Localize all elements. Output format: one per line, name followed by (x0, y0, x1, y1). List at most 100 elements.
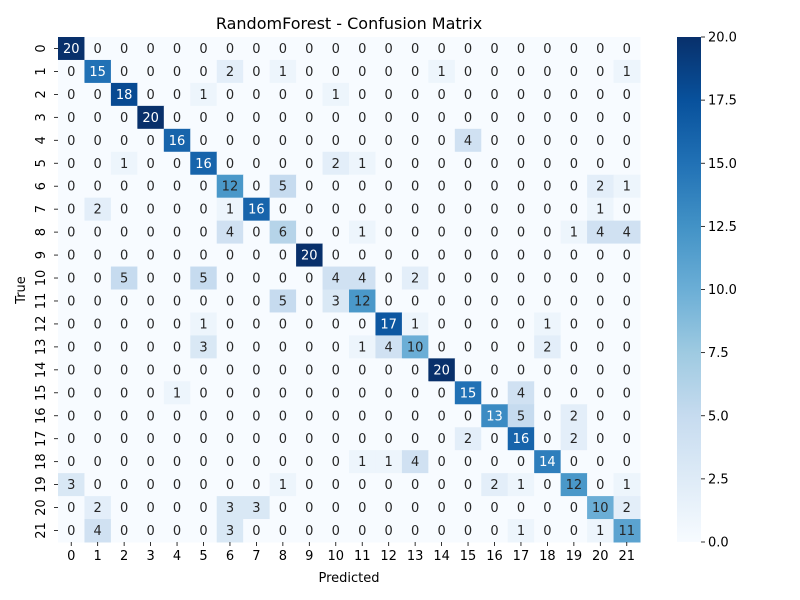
y-tick-label: 14 (34, 362, 49, 379)
heatmap-cell (401, 289, 429, 313)
heatmap-cell (216, 197, 244, 222)
heatmap-cell (137, 82, 165, 107)
heatmap-cell (534, 450, 562, 474)
cell-value-label: 4 (464, 134, 472, 149)
cell-value-label: 0 (279, 134, 287, 149)
heatmap-cell (507, 82, 535, 107)
x-tick-label: 11 (354, 549, 371, 564)
heatmap-cell (587, 519, 615, 543)
cell-value-label: 0 (67, 455, 75, 470)
cell-value-label: 2 (596, 180, 604, 195)
heatmap-cell (481, 381, 509, 405)
cell-value-label: 0 (199, 111, 207, 126)
heatmap-cell (84, 197, 112, 222)
cell-value-label: 0 (596, 294, 604, 309)
x-tick-label: 20 (592, 549, 609, 564)
cell-value-label: 0 (120, 226, 128, 241)
cell-value-label: 4 (596, 226, 604, 241)
cell-value-label: 0 (173, 501, 181, 516)
cell-value-label: 0 (67, 386, 75, 401)
heatmap-cell (507, 404, 535, 428)
heatmap-cell (560, 59, 588, 84)
x-tick-label: 21 (618, 549, 635, 564)
heatmap-cell (163, 404, 191, 428)
heatmap-cell (296, 381, 324, 405)
heatmap-cell (110, 37, 138, 61)
heatmap-cell (587, 59, 615, 84)
cell-value-label: 0 (279, 455, 287, 470)
heatmap-cell (613, 151, 641, 176)
heatmap-cell (163, 82, 191, 107)
heatmap-cell (428, 473, 456, 497)
heatmap-cell (137, 59, 165, 84)
heatmap-cell (296, 289, 324, 313)
heatmap-cell (349, 289, 376, 313)
heatmap-cell (454, 427, 482, 451)
cell-value-label: 0 (173, 249, 181, 264)
heatmap-cell (296, 312, 324, 336)
cell-value-label: 0 (570, 363, 578, 378)
cell-value-label: 0 (120, 180, 128, 195)
heatmap-cell (428, 128, 456, 153)
heatmap-cell (613, 266, 641, 290)
cell-value-label: 1 (173, 386, 181, 401)
cell-value-label: 20 (142, 111, 159, 126)
heatmap-cell (110, 82, 138, 107)
heatmap-cell (507, 266, 535, 290)
cell-value-label: 0 (385, 432, 393, 447)
heatmap-cell (454, 496, 482, 520)
cell-value-label: 0 (305, 111, 313, 126)
heatmap-cell (110, 335, 138, 359)
cell-value-label: 1 (623, 478, 631, 493)
cell-value-label: 0 (67, 317, 75, 332)
heatmap-cell (190, 404, 218, 428)
heatmap-cell (507, 358, 535, 382)
heatmap-cell (349, 82, 376, 107)
cell-value-label: 2 (94, 203, 102, 218)
cell-value-label: 0 (411, 294, 419, 309)
heatmap-cell (613, 312, 641, 336)
heatmap-cell (349, 473, 376, 497)
heatmap-cell (296, 128, 324, 153)
y-tick-label: 17 (34, 430, 49, 447)
cell-value-label: 0 (120, 363, 128, 378)
cell-value-label: 5 (279, 180, 287, 195)
heatmap-cell (243, 496, 271, 520)
cell-value-label: 5 (120, 272, 128, 287)
heatmap-cell (296, 358, 324, 382)
cell-value-label: 0 (490, 432, 498, 447)
cell-value-label: 0 (411, 203, 419, 218)
cell-value-label: 0 (146, 157, 154, 172)
cell-value-label: 0 (464, 157, 472, 172)
heatmap-cell (534, 128, 562, 153)
heatmap-cell (269, 358, 297, 382)
cell-value-label: 0 (570, 65, 578, 80)
cell-value-label: 0 (543, 88, 551, 103)
heatmap-cell (110, 496, 138, 520)
cell-value-label: 0 (94, 157, 102, 172)
heatmap-cell (190, 381, 218, 405)
heatmap-cell (481, 243, 509, 268)
cell-value-label: 0 (623, 203, 631, 218)
cell-value-label: 0 (385, 180, 393, 195)
colorbar-tick-label: 15.0 (708, 157, 737, 172)
heatmap-cell (613, 59, 641, 84)
heatmap-cell (507, 220, 535, 245)
cell-value-label: 0 (305, 317, 313, 332)
heatmap-cell (322, 335, 350, 359)
cell-value-label: 0 (120, 478, 128, 493)
cell-value-label: 0 (279, 249, 287, 264)
cell-value-label: 0 (596, 386, 604, 401)
cell-value-label: 0 (94, 180, 102, 195)
heatmap-cell (454, 59, 482, 84)
heatmap-cell (481, 220, 509, 245)
heatmap-cell (243, 335, 271, 359)
cell-value-label: 0 (305, 157, 313, 172)
x-tick-label: 9 (305, 549, 313, 564)
heatmap-cell (454, 128, 482, 153)
cell-value-label: 0 (570, 180, 578, 195)
cell-value-label: 0 (358, 501, 366, 516)
cell-value-label: 0 (146, 386, 154, 401)
heatmap-cell (454, 404, 482, 428)
cell-value-label: 1 (199, 317, 207, 332)
